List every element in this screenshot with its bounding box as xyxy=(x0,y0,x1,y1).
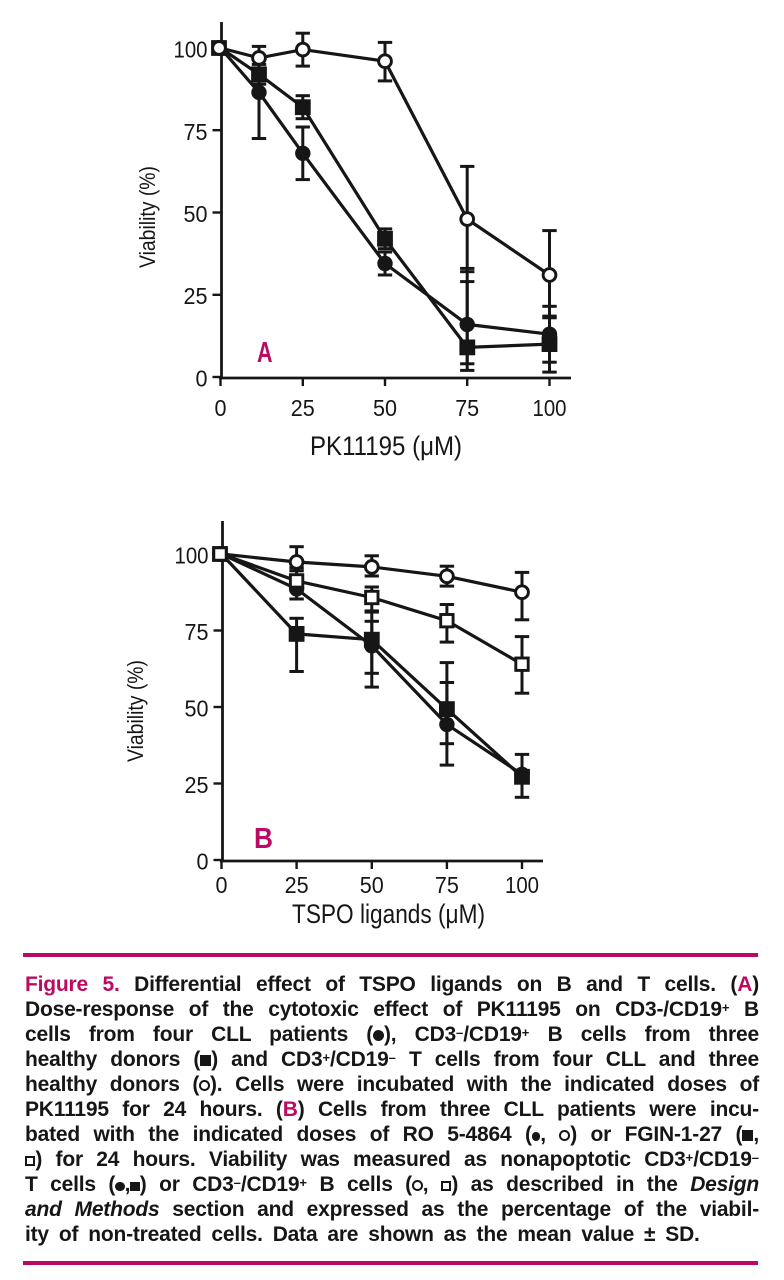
svg-text:Viability (%): Viability (%) xyxy=(135,166,160,268)
svg-text:Viability (%): Viability (%) xyxy=(123,660,148,762)
svg-text:25: 25 xyxy=(185,772,209,798)
svg-text:PK11195 (μM): PK11195 (μM) xyxy=(310,431,462,461)
svg-text:50: 50 xyxy=(360,872,384,898)
svg-text:100: 100 xyxy=(505,872,539,898)
svg-text:0: 0 xyxy=(216,872,228,898)
svg-text:75: 75 xyxy=(185,619,209,645)
svg-text:50: 50 xyxy=(184,201,208,227)
svg-text:B: B xyxy=(254,823,273,855)
svg-text:75: 75 xyxy=(435,872,459,898)
svg-text:25: 25 xyxy=(285,872,309,898)
svg-text:0: 0 xyxy=(197,849,209,875)
svg-text:50: 50 xyxy=(373,395,397,421)
svg-text:TSPO ligands (μM): TSPO ligands (μM) xyxy=(292,899,485,929)
svg-text:75: 75 xyxy=(455,395,479,421)
svg-text:100: 100 xyxy=(175,543,209,569)
svg-text:0: 0 xyxy=(196,366,208,392)
svg-text:100: 100 xyxy=(533,395,567,421)
svg-text:50: 50 xyxy=(185,696,209,722)
svg-text:25: 25 xyxy=(184,283,208,309)
svg-text:100: 100 xyxy=(174,37,208,63)
svg-text:A: A xyxy=(257,337,273,369)
svg-text:25: 25 xyxy=(291,395,315,421)
svg-text:0: 0 xyxy=(215,395,227,421)
svg-text:75: 75 xyxy=(184,119,208,145)
